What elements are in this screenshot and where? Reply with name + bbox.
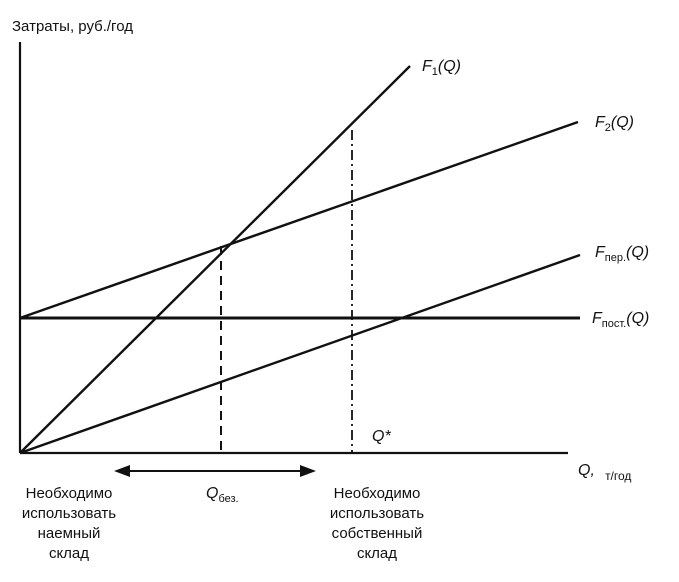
q-bez-label: Qбез. [206, 485, 239, 506]
arrowhead-right [300, 465, 316, 477]
note-hired-warehouse: Необходимо использовать наемный склад [21, 485, 117, 562]
x-axis-unit: т/год [605, 469, 632, 483]
x-axis-symbol: Q, [578, 462, 595, 479]
note-own-warehouse: Необходимо использовать собственный скла… [329, 485, 425, 562]
q-star-label: Q* [372, 428, 391, 445]
line-fper [19, 253, 581, 455]
label-f1: F1(Q) [422, 58, 462, 79]
label-fper: Fпер.(Q) [595, 244, 650, 265]
y-axis-label: Затраты, руб./год [12, 18, 133, 35]
x-axis-label: Q, т/год [578, 462, 632, 483]
line-f1 [19, 65, 411, 454]
label-fpost: Fпост.(Q) [592, 310, 650, 331]
line-f2 [19, 120, 579, 320]
label-f2: F2(Q) [595, 114, 635, 135]
arrowhead-left [114, 465, 130, 477]
